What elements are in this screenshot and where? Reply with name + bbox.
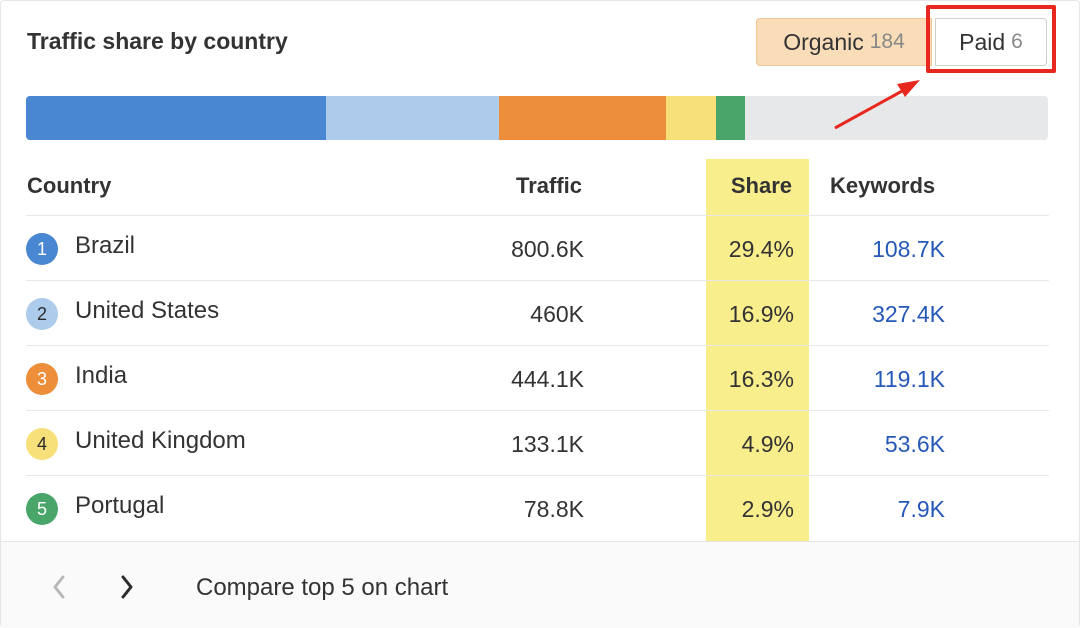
traffic-value: 78.8K [523,496,584,522]
table-row: 5 Portugal 78.8K 2.9% 7.9K [26,475,1049,541]
traffic-value: 800.6K [511,236,584,262]
traffic-value: 460K [530,301,584,327]
table-row: 4 United Kingdom 133.1K 4.9% 53.6K [26,410,1049,476]
country-name: United States [75,297,220,324]
header-country[interactable]: Country [27,173,112,198]
paid-toggle-button[interactable]: Paid 6 [935,18,1047,66]
keywords-link[interactable]: 327.4K [872,301,945,327]
keywords-link[interactable]: 7.9K [897,496,945,522]
table-row: 2 United States 460K 16.9% 327.4K [26,280,1049,346]
keywords-link[interactable]: 119.1K [873,366,945,392]
rank-badge: 1 [26,233,58,265]
chevron-left-icon[interactable] [46,572,72,602]
traffic-share-bar [26,96,1048,140]
traffic-value: 133.1K [511,431,584,457]
chevron-right-icon[interactable] [114,572,140,602]
share-value: 29.4% [728,236,794,262]
header-traffic[interactable]: Traffic [515,173,582,198]
share-bar-segment-1 [26,96,327,140]
table-row: 1 Brazil 800.6K 29.4% 108.7K [26,215,1049,281]
header-share[interactable]: Share [730,173,792,198]
organic-toggle-button[interactable]: Organic 184 [756,18,932,66]
country-name: Portugal [75,492,165,519]
compare-top5-link[interactable]: Compare top 5 on chart [196,574,449,601]
share-bar-segment-3 [499,96,666,140]
country-name: India [75,362,128,389]
share-value: 16.3% [728,366,794,392]
keywords-link[interactable]: 53.6K [884,431,945,457]
rank-badge: 5 [26,493,58,525]
rank-badge: 2 [26,298,58,330]
share-bar-segment-5 [715,96,746,140]
share-bar-segment-4 [665,96,716,140]
country-name: United Kingdom [75,427,246,454]
share-value: 4.9% [741,431,794,457]
paid-label: Paid [959,28,1006,55]
table-row: 3 India 444.1K 16.3% 119.1K [26,345,1049,411]
share-value: 2.9% [741,496,794,522]
rank-badge: 3 [26,363,58,395]
country-name: Brazil [75,232,136,259]
share-column-highlight [706,159,809,542]
organic-count: 184 [869,30,905,53]
paid-count: 6 [1011,30,1023,53]
traffic-value: 444.1K [511,366,584,392]
keywords-link[interactable]: 108.7K [872,236,945,262]
share-value: 16.9% [728,301,794,327]
rank-badge: 4 [26,428,58,460]
header-keywords[interactable]: Keywords [830,173,936,198]
share-bar-segment-2 [326,96,500,140]
widget-title: Traffic share by country [27,28,288,54]
widget-footer: Compare top 5 on chart [1,541,1079,628]
organic-label: Organic [783,28,864,55]
